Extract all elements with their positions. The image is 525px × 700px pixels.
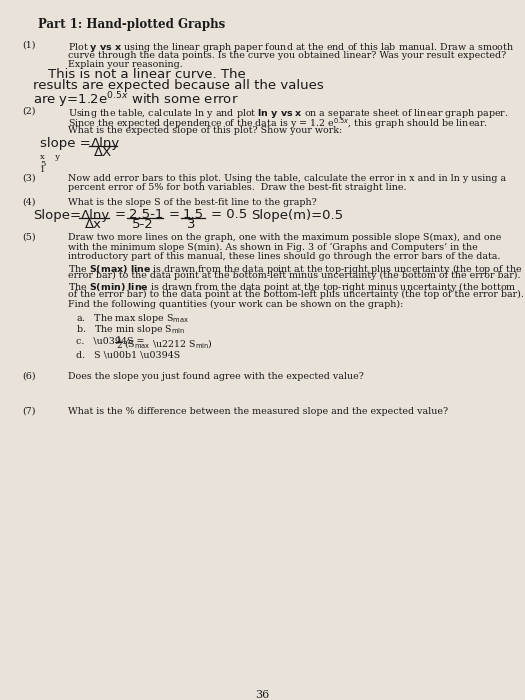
Text: of the error bar) to the data point at the bottom-left plus uncertainty (the top: of the error bar) to the data point at t… [68,290,524,299]
Text: b.   The min slope S$_{\mathrm{min}}$: b. The min slope S$_{\mathrm{min}}$ [76,323,185,337]
Text: The $\bf{S(min)\ line}$ is drawn from the data point at the top-right minus unce: The $\bf{S(min)\ line}$ is drawn from th… [68,281,517,295]
Text: error bar) to the data point at the bottom-left minus uncertainty (the bottom of: error bar) to the data point at the bott… [68,271,520,280]
Text: Slope(m)=0.5: Slope(m)=0.5 [251,209,343,221]
Text: d.   S \u00b1 \u0394S: d. S \u00b1 \u0394S [76,351,180,360]
Text: (6): (6) [22,372,36,381]
Text: introductory part of this manual, these lines should go through the error bars o: introductory part of this manual, these … [68,252,500,261]
Text: = 0.5: = 0.5 [211,209,247,221]
Text: 3: 3 [187,218,195,231]
Text: 1.5: 1.5 [183,209,204,221]
Text: percent error of 5% for both variables.  Draw the best-fit straight line.: percent error of 5% for both variables. … [68,183,406,192]
Text: The $\bf{S(max)\ line}$ is drawn from the data point at the top-right plus uncer: The $\bf{S(max)\ line}$ is drawn from th… [68,262,522,276]
Text: 2: 2 [116,342,122,350]
Text: 5: 5 [40,160,45,168]
Text: What is the % difference between the measured slope and the expected value?: What is the % difference between the mea… [68,407,448,416]
Text: This is not a linear curve. The: This is not a linear curve. The [48,67,246,80]
Text: (S$_{\mathrm{max}}$ \u2212 S$_{\mathrm{min}}$): (S$_{\mathrm{max}}$ \u2212 S$_{\mathrm{m… [124,337,213,350]
Text: Slope=: Slope= [33,209,81,221]
Text: 5-2: 5-2 [132,218,154,231]
Text: ΔX: ΔX [94,146,112,159]
Text: results are expected because all the values: results are expected because all the val… [33,79,324,92]
Text: What is the expected slope of this plot? Show your work:: What is the expected slope of this plot?… [68,126,342,135]
Text: c.   \u0394S =: c. \u0394S = [76,337,144,346]
Text: Using the table, calculate ln y and plot $\bf{ln\ y}$ $\bf{vs}$ $\bf{x}$ on a se: Using the table, calculate ln y and plot… [68,107,509,120]
Text: x    y: x y [40,153,60,161]
Text: 2.5-1: 2.5-1 [129,209,163,221]
Text: (2): (2) [22,107,36,116]
Text: Now add error bars to this plot. Using the table, calculate the error in x and i: Now add error bars to this plot. Using t… [68,174,506,183]
Text: slope =: slope = [40,136,91,150]
Text: with the minimum slope S(min). As shown in Fig. 3 of ‘Graphs and Computers’ in t: with the minimum slope S(min). As shown … [68,242,478,252]
Text: Draw two more lines on the graph, one with the maximum possible slope S(max), an: Draw two more lines on the graph, one wi… [68,233,501,242]
Text: =: = [169,209,180,221]
Text: Explain your reasoning.: Explain your reasoning. [68,60,183,69]
Text: Find the following quantities (your work can be shown on the graph):: Find the following quantities (your work… [68,300,403,309]
Text: Since the expected dependence of the data is y = 1.2 e$^{0.5x}$, this graph shou: Since the expected dependence of the dat… [68,116,488,131]
Text: (5): (5) [22,233,36,242]
Text: (4): (4) [22,198,36,207]
Text: =: = [115,209,126,221]
Text: Does the slope you just found agree with the expected value?: Does the slope you just found agree with… [68,372,364,381]
Text: curve through the data points. Is the curve you obtained linear? Was your result: curve through the data points. Is the cu… [68,50,506,60]
Text: are y=1.2e$^{0.5x}$ with some error: are y=1.2e$^{0.5x}$ with some error [33,90,238,110]
Text: Part 1: Hand-plotted Graphs: Part 1: Hand-plotted Graphs [38,18,225,31]
Text: (3): (3) [22,174,36,183]
Text: (7): (7) [22,407,36,416]
Text: 1: 1 [40,166,45,174]
Text: Plot $\bf{y}$ $\bf{vs}$ $\bf{x}$ using the linear graph paper found at the end o: Plot $\bf{y}$ $\bf{vs}$ $\bf{x}$ using t… [68,41,514,54]
Text: (1): (1) [22,41,36,50]
Text: Δx: Δx [85,218,102,231]
Text: What is the slope S of the best-fit line to the graph?: What is the slope S of the best-fit line… [68,198,317,207]
Text: Δlny: Δlny [91,136,120,150]
Text: a.   The max slope S$_{\mathrm{max}}$: a. The max slope S$_{\mathrm{max}}$ [76,312,189,325]
Text: Δlny: Δlny [81,209,110,221]
Text: 1: 1 [116,336,122,345]
Text: 36: 36 [255,690,269,700]
